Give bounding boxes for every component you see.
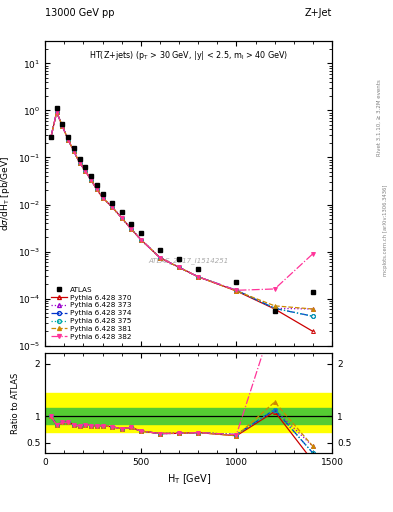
Text: Rivet 3.1.10, ≥ 3.2M events: Rivet 3.1.10, ≥ 3.2M events [377,79,382,156]
Legend: ATLAS, Pythia 6.428 370, Pythia 6.428 373, Pythia 6.428 374, Pythia 6.428 375, P: ATLAS, Pythia 6.428 370, Pythia 6.428 37… [49,285,133,342]
Text: ATLAS_2017_I1514251: ATLAS_2017_I1514251 [149,257,229,264]
Y-axis label: d$\sigma$/dH$_\mathrm{T}$ [pb/GeV]: d$\sigma$/dH$_\mathrm{T}$ [pb/GeV] [0,156,12,231]
X-axis label: H$_\mathrm{T}$ [GeV]: H$_\mathrm{T}$ [GeV] [167,473,211,486]
Text: HT(Z+jets) (p$_\mathrm{T}$ > 30 GeV, |y| < 2.5, m$_\mathrm{l}$ > 40 GeV): HT(Z+jets) (p$_\mathrm{T}$ > 30 GeV, |y|… [89,49,288,61]
Y-axis label: Ratio to ATLAS: Ratio to ATLAS [11,373,20,434]
Text: mcplots.cern.ch [arXiv:1306.3436]: mcplots.cern.ch [arXiv:1306.3436] [383,185,387,276]
Text: Z+Jet: Z+Jet [305,8,332,18]
Text: 13000 GeV pp: 13000 GeV pp [45,8,115,18]
